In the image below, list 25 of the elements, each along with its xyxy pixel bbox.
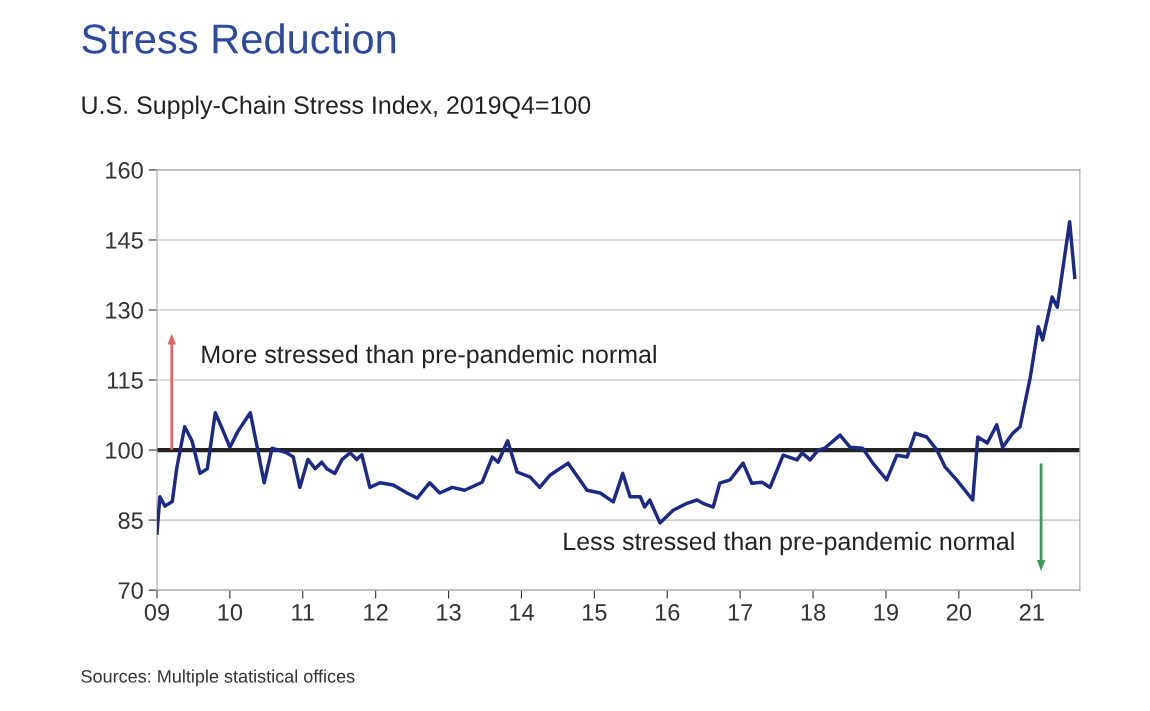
y-tick-label: 130 [106, 302, 143, 319]
x-tick-label: 09 [144, 603, 169, 621]
chart-subtitle: U.S. Supply-Chain Stress Index, 2019Q4=100 [82, 95, 591, 119]
y-tick-label: 160 [106, 162, 143, 179]
x-tick-label: 21 [1019, 603, 1044, 621]
y-tick-label: 85 [118, 512, 143, 529]
source-note: Sources: Multiple statistical offices [81, 669, 355, 687]
x-tick-label: 14 [510, 604, 534, 621]
y-tick-label: 100 [106, 442, 143, 459]
y-tick-label: 145 [106, 232, 143, 249]
x-tick-label: 12 [364, 603, 388, 621]
x-tick-label: 17 [728, 604, 753, 621]
chart-title: Stress Reduction [82, 23, 396, 54]
y-tick-label: 70 [118, 582, 143, 599]
annotation: Less stressed than pre-pandemic normal [564, 531, 1014, 556]
x-tick-label: 13 [437, 603, 461, 621]
x-tick-label: 10 [218, 603, 243, 621]
x-tick-label: 19 [874, 603, 898, 621]
y-tick-label: 115 [107, 372, 143, 389]
x-tick-label: 11 [292, 604, 314, 621]
x-tick-label: 20 [946, 603, 972, 621]
x-tick-label: 15 [583, 604, 607, 621]
x-tick-label: 18 [801, 603, 826, 621]
x-tick-label: 16 [655, 603, 680, 621]
annotation: More stressed than pre-pandemic normal [202, 344, 656, 369]
